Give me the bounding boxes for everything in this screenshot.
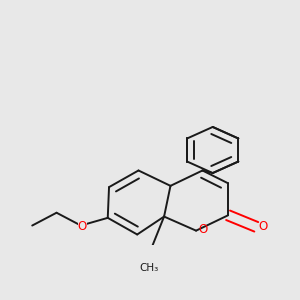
Text: O: O	[198, 223, 207, 236]
Text: O: O	[258, 220, 268, 233]
Text: CH₃: CH₃	[139, 263, 158, 273]
Text: O: O	[77, 220, 87, 233]
